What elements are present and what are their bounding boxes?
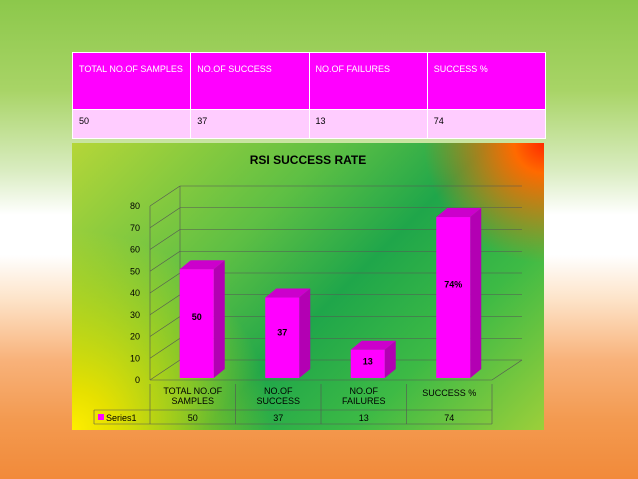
bar-top — [436, 208, 482, 218]
table-value: 37 — [273, 413, 283, 423]
data-label: 74% — [444, 279, 462, 289]
bar-top — [265, 288, 311, 298]
y-tick-label: 60 — [130, 245, 140, 255]
y-tick-label: 30 — [130, 310, 140, 320]
bar-side — [213, 260, 225, 378]
bar-front — [436, 217, 471, 378]
legend-swatch — [98, 414, 104, 420]
bar-front — [350, 349, 385, 378]
header-failures: NO.OF FAILURES — [308, 52, 428, 110]
gridline-side — [149, 229, 181, 250]
cell-total-samples: 50 — [71, 109, 192, 139]
x-tick-label: NO.OF SUCCESS — [256, 386, 300, 406]
y-tick-label: 0 — [135, 375, 140, 385]
table-row: 50 37 13 74 — [71, 109, 547, 139]
y-tick-label: 10 — [130, 353, 140, 363]
bar-side — [470, 208, 482, 378]
bar-2: 13 — [350, 340, 396, 378]
cell-success: 37 — [190, 109, 310, 139]
gridline-side — [149, 359, 181, 381]
bar-0: 50 — [179, 260, 225, 378]
header-success-percent: SUCCESS % — [426, 52, 547, 110]
floor-edge — [150, 359, 523, 381]
gridline-side — [149, 185, 181, 207]
gridline-side — [149, 272, 181, 294]
gridline-side — [149, 316, 181, 337]
chart-title: RSI SUCCESS RATE — [250, 153, 366, 167]
legend-series-name: Series1 — [106, 413, 137, 423]
bar-1: 37 — [265, 288, 311, 378]
data-label: 37 — [277, 328, 287, 338]
y-tick-label: 50 — [130, 266, 140, 276]
cell-failures: 13 — [308, 109, 428, 139]
data-label: 13 — [363, 357, 373, 367]
chart-area: RSI SUCCESS RATE 0 10 20 30 40 50 60 70 80 50 37 1… — [72, 143, 544, 430]
gridline-side — [149, 338, 181, 359]
bar-chart: RSI SUCCESS RATE 0 10 20 30 40 50 60 70 80 50 37 1… — [93, 153, 523, 425]
data-label: 50 — [192, 312, 202, 322]
x-tick-label: SUCCESS % — [422, 388, 476, 398]
table-value: 50 — [188, 413, 198, 423]
cell-success-percent: 74 — [426, 109, 547, 139]
bar-top — [350, 340, 396, 350]
table-header-row: TOTAL NO.OF SAMPLES NO.OF SUCCESS NO.OF … — [71, 52, 547, 110]
header-success: NO.OF SUCCESS — [190, 52, 310, 110]
summary-table: TOTAL NO.OF SAMPLES NO.OF SUCCESS NO.OF … — [71, 52, 547, 139]
bar-front — [265, 297, 300, 378]
gridline-side — [149, 294, 181, 315]
bar-3: 74% — [436, 208, 482, 378]
y-tick-label: 40 — [130, 288, 140, 298]
table-value: 13 — [359, 413, 369, 423]
bar-front — [179, 269, 214, 378]
x-tick-label: TOTAL NO.OF SAMPLES — [163, 386, 222, 406]
y-tick-label: 80 — [130, 201, 140, 211]
x-tick-label: NO.OF FAILURES — [342, 386, 386, 406]
bar-side — [299, 288, 311, 378]
gridline-side — [149, 207, 181, 228]
bar-top — [179, 260, 225, 270]
gridline-side — [149, 251, 181, 272]
y-tick-label: 20 — [130, 332, 140, 342]
bar-side — [384, 340, 396, 378]
y-tick-label: 70 — [130, 223, 140, 233]
header-total-samples: TOTAL NO.OF SAMPLES — [71, 52, 192, 110]
table-value: 74 — [444, 413, 454, 423]
